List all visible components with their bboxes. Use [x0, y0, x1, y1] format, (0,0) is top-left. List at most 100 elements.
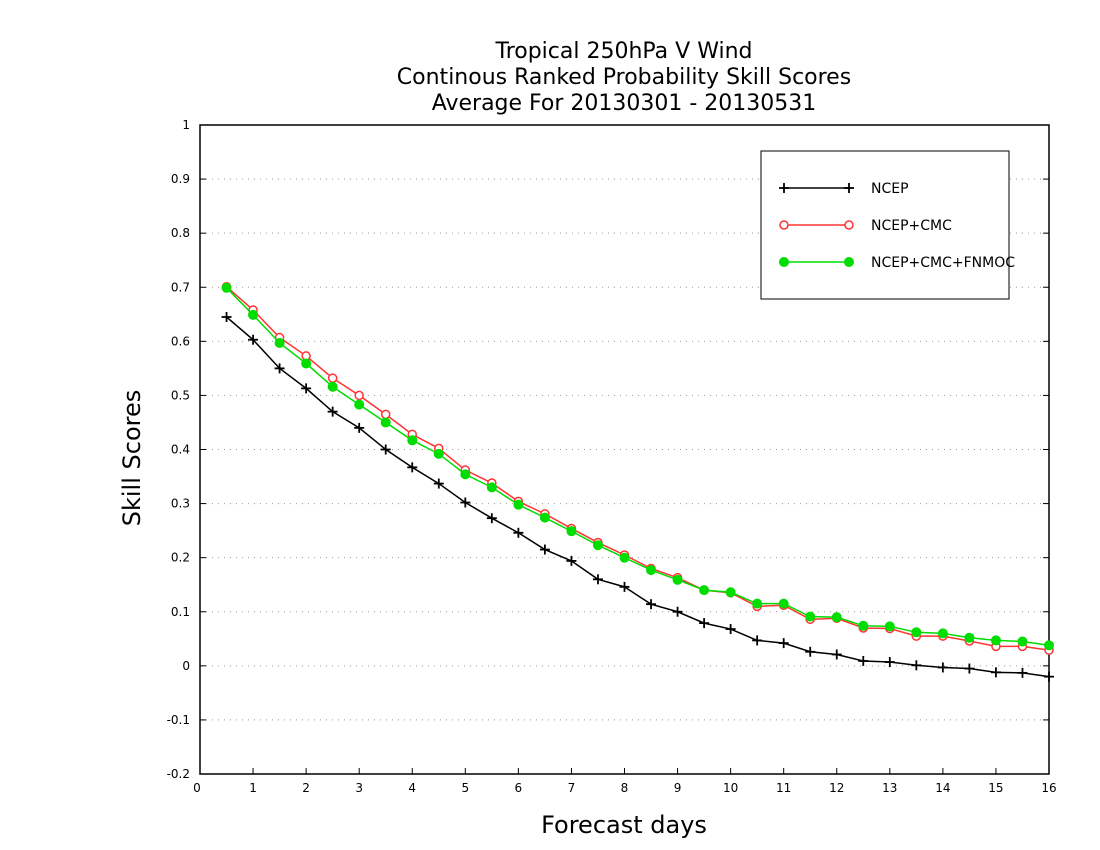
- data-point: [858, 655, 869, 666]
- data-point: [380, 409, 391, 420]
- data-point: [486, 513, 497, 524]
- data-point: [354, 399, 365, 410]
- data-point: [646, 599, 657, 610]
- series-line: [226, 316, 1050, 678]
- y-tick-label: 0: [182, 659, 190, 673]
- legend-label: NCEP: [871, 181, 909, 197]
- series-line: [225, 287, 1050, 647]
- data-point: [725, 587, 736, 598]
- data-point: [221, 311, 232, 322]
- data-point: [1017, 636, 1028, 647]
- data-point: [433, 448, 444, 459]
- legend-marker: [844, 183, 854, 193]
- data-point: [805, 646, 816, 657]
- data-point: [937, 662, 948, 673]
- x-tick-label: 9: [674, 781, 682, 795]
- y-tick-label: 0.2: [171, 551, 190, 565]
- data-point: [1044, 671, 1054, 682]
- data-point: [248, 334, 259, 345]
- data-point: [274, 363, 285, 374]
- x-tick-label: 3: [355, 781, 363, 795]
- data-point: [911, 627, 922, 638]
- title-line-2: Continous Ranked Probability Skill Score…: [397, 65, 851, 90]
- data-point: [990, 667, 1001, 678]
- x-axis-label: Forecast days: [541, 811, 707, 839]
- data-point: [327, 381, 338, 392]
- y-tick-label: 0.6: [171, 334, 190, 348]
- data-point: [460, 497, 471, 508]
- x-tick-label: 13: [882, 781, 897, 795]
- data-point: [380, 444, 391, 455]
- data-point: [566, 555, 577, 566]
- legend: NCEP NCEP+CMC NCEP+CMC+FNMOC: [760, 150, 1015, 300]
- data-point: [354, 390, 364, 401]
- series-ncep-cmc-fnmoc: [221, 282, 1054, 651]
- legend-marker: [844, 257, 854, 267]
- y-tick-label: 0.9: [171, 172, 190, 186]
- y-tick-label: 0.5: [171, 388, 190, 402]
- plot-area-frame: [199, 124, 1050, 775]
- x-tick-label: 14: [935, 781, 950, 795]
- x-tick-label: 8: [621, 781, 629, 795]
- y-axis-ticks: -0.2 -0.1 0 0.1 0.2 0.3 0.4 0.5 0.6 0.7 0.8 0.9 1: [167, 118, 1049, 781]
- y-tick-label: 1: [182, 118, 190, 132]
- data-point: [672, 606, 683, 617]
- series-ncep: [221, 311, 1054, 682]
- legend-marker: [779, 220, 789, 230]
- data-point: [248, 309, 259, 320]
- data-point: [380, 417, 391, 428]
- y-tick-label: -0.2: [167, 767, 190, 781]
- data-point: [805, 611, 816, 622]
- x-tick-label: 16: [1041, 781, 1056, 795]
- y-tick-label: 0.3: [171, 497, 190, 511]
- y-tick-label: 0.1: [171, 605, 190, 619]
- data-point: [274, 337, 285, 348]
- x-tick-label: 5: [461, 781, 469, 795]
- legend-marker: [779, 257, 789, 267]
- data-point: [327, 373, 338, 383]
- data-point: [301, 358, 312, 369]
- x-tick-label: 0: [193, 781, 201, 795]
- data-point: [964, 663, 975, 674]
- data-point: [1044, 640, 1054, 651]
- x-axis-ticks: 0 1 2 3 4 5 6 7 8 9 10 11 12 13 14 15 16: [193, 768, 1057, 795]
- y-tick-label: 0.8: [171, 226, 190, 240]
- legend-label: NCEP+CMC: [871, 218, 952, 234]
- data-point: [672, 574, 683, 585]
- data-point: [699, 618, 710, 629]
- data-point: [831, 612, 842, 623]
- data-point: [752, 598, 763, 609]
- data-point: [831, 649, 842, 660]
- legend-marker: [844, 220, 854, 230]
- x-tick-label: 1: [249, 781, 257, 795]
- data-point: [937, 628, 948, 639]
- data-point: [725, 624, 736, 635]
- data-point: [646, 565, 657, 576]
- legend-label: NCEP+CMC+FNMOC: [871, 255, 1015, 271]
- x-tick-label: 12: [829, 781, 844, 795]
- data-point: [539, 544, 550, 555]
- data-point: [778, 638, 789, 649]
- legend-item: NCEP+CMC: [779, 218, 952, 234]
- data-point: [619, 552, 630, 563]
- data-point: [1017, 667, 1028, 678]
- legend-item: NCEP: [779, 181, 909, 197]
- data-point: [778, 598, 789, 609]
- series: [221, 281, 1054, 682]
- data-point: [407, 435, 418, 446]
- data-point: [221, 282, 232, 293]
- data-point: [486, 482, 497, 493]
- data-point: [699, 585, 710, 596]
- x-tick-label: 2: [302, 781, 310, 795]
- data-point: [911, 660, 922, 671]
- title-line-3: Average For 20130301 - 20130531: [432, 91, 817, 116]
- data-point: [539, 512, 550, 523]
- data-point: [990, 635, 1001, 646]
- data-point: [752, 635, 763, 646]
- data-point: [354, 422, 365, 433]
- data-point: [592, 540, 603, 551]
- data-point: [460, 469, 471, 480]
- x-tick-label: 6: [515, 781, 523, 795]
